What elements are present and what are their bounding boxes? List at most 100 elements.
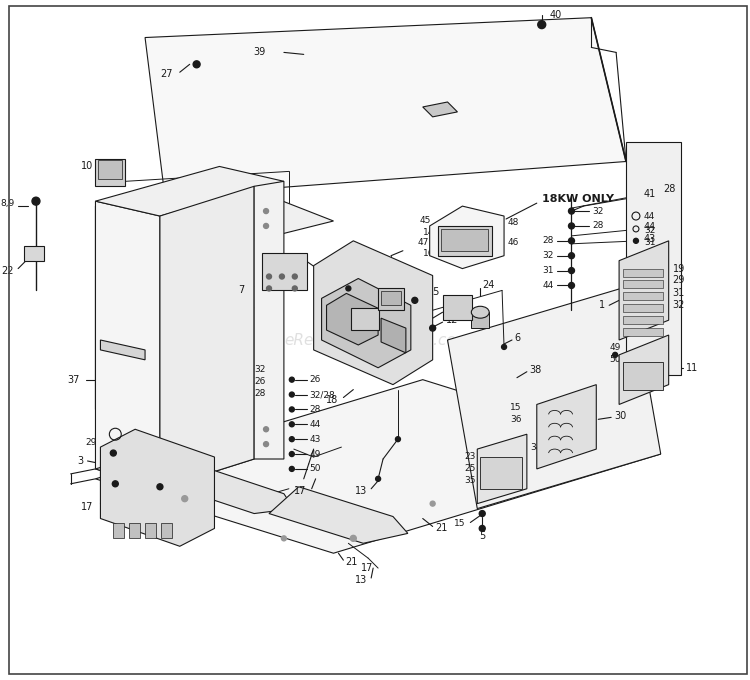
Bar bbox=[623, 304, 663, 312]
Circle shape bbox=[280, 274, 284, 279]
Polygon shape bbox=[448, 286, 661, 509]
Text: 43: 43 bbox=[644, 234, 656, 244]
Circle shape bbox=[430, 325, 436, 331]
Text: 28: 28 bbox=[592, 222, 604, 231]
Polygon shape bbox=[100, 429, 214, 546]
Circle shape bbox=[263, 441, 268, 447]
Text: 15: 15 bbox=[454, 519, 466, 528]
Text: 29: 29 bbox=[85, 438, 97, 447]
Text: 28: 28 bbox=[310, 405, 321, 414]
Circle shape bbox=[290, 437, 294, 441]
Circle shape bbox=[292, 286, 297, 291]
Bar bbox=[623, 328, 663, 336]
Text: 39: 39 bbox=[253, 48, 266, 57]
Text: 16: 16 bbox=[423, 250, 435, 258]
Text: 7: 7 bbox=[238, 286, 244, 295]
Circle shape bbox=[290, 466, 294, 471]
Text: 26: 26 bbox=[255, 377, 266, 386]
Text: 5: 5 bbox=[479, 531, 485, 541]
Text: 32: 32 bbox=[592, 207, 604, 216]
Circle shape bbox=[290, 377, 294, 382]
Text: 37: 37 bbox=[68, 375, 80, 385]
Bar bbox=[98, 160, 122, 180]
Circle shape bbox=[479, 526, 485, 531]
Text: 49: 49 bbox=[610, 343, 621, 352]
Bar bbox=[480, 457, 522, 489]
Text: 17: 17 bbox=[351, 282, 363, 292]
Text: 32/28: 32/28 bbox=[310, 390, 335, 399]
Text: 28: 28 bbox=[255, 389, 266, 398]
Bar bbox=[113, 524, 125, 539]
Text: 50: 50 bbox=[310, 464, 321, 473]
Circle shape bbox=[430, 501, 435, 506]
Bar bbox=[161, 524, 172, 539]
Text: 33: 33 bbox=[416, 313, 429, 323]
Text: 15: 15 bbox=[511, 403, 522, 412]
Text: 17: 17 bbox=[294, 486, 307, 496]
Text: 45: 45 bbox=[419, 216, 430, 226]
Circle shape bbox=[568, 238, 574, 244]
Polygon shape bbox=[619, 241, 669, 340]
Text: 27: 27 bbox=[172, 494, 185, 504]
Circle shape bbox=[266, 286, 272, 291]
Bar bbox=[262, 253, 307, 290]
Circle shape bbox=[263, 427, 268, 432]
Text: 28: 28 bbox=[664, 184, 676, 194]
Text: 29: 29 bbox=[673, 275, 685, 286]
Text: 21: 21 bbox=[346, 557, 358, 567]
Text: 31: 31 bbox=[542, 266, 554, 275]
Text: 40: 40 bbox=[550, 10, 562, 20]
Polygon shape bbox=[423, 102, 458, 117]
Bar bbox=[623, 269, 663, 277]
Bar bbox=[471, 312, 489, 328]
Polygon shape bbox=[477, 435, 526, 504]
Polygon shape bbox=[180, 469, 294, 513]
Circle shape bbox=[538, 20, 546, 29]
Polygon shape bbox=[626, 141, 680, 375]
Circle shape bbox=[568, 223, 574, 229]
Text: 43: 43 bbox=[310, 435, 321, 443]
Circle shape bbox=[568, 253, 574, 258]
Text: 44: 44 bbox=[644, 222, 656, 232]
Text: 50: 50 bbox=[610, 356, 621, 364]
Text: 35: 35 bbox=[464, 476, 476, 486]
Circle shape bbox=[290, 407, 294, 412]
Circle shape bbox=[502, 345, 506, 350]
Polygon shape bbox=[95, 167, 284, 216]
Bar bbox=[24, 245, 44, 260]
Text: 18KW ONLY: 18KW ONLY bbox=[542, 194, 614, 204]
Polygon shape bbox=[95, 439, 254, 489]
Circle shape bbox=[634, 239, 638, 243]
Bar bbox=[381, 292, 401, 305]
Circle shape bbox=[263, 209, 268, 214]
Bar bbox=[145, 524, 156, 539]
Text: 15: 15 bbox=[427, 288, 440, 297]
Text: 6: 6 bbox=[514, 333, 520, 343]
Bar bbox=[437, 226, 492, 256]
Text: 10: 10 bbox=[81, 161, 94, 171]
Text: 22: 22 bbox=[2, 266, 14, 275]
Polygon shape bbox=[381, 318, 406, 353]
Text: 47: 47 bbox=[417, 238, 429, 248]
Text: 13: 13 bbox=[355, 575, 368, 585]
Text: 13: 13 bbox=[355, 486, 368, 496]
Polygon shape bbox=[269, 487, 408, 543]
Text: 2: 2 bbox=[296, 254, 302, 264]
Text: 44: 44 bbox=[644, 211, 656, 220]
Circle shape bbox=[290, 422, 294, 427]
Circle shape bbox=[376, 477, 380, 481]
Circle shape bbox=[395, 437, 400, 441]
Bar bbox=[442, 295, 472, 320]
Circle shape bbox=[112, 481, 118, 487]
Circle shape bbox=[613, 352, 617, 358]
Circle shape bbox=[568, 208, 574, 214]
Bar bbox=[378, 288, 404, 310]
Text: 41: 41 bbox=[644, 189, 656, 199]
Polygon shape bbox=[100, 340, 145, 360]
Circle shape bbox=[479, 511, 485, 517]
Circle shape bbox=[568, 268, 574, 273]
Bar bbox=[351, 308, 379, 330]
Text: 17: 17 bbox=[362, 563, 374, 573]
Text: 32: 32 bbox=[542, 251, 554, 260]
Text: 20: 20 bbox=[176, 517, 188, 528]
